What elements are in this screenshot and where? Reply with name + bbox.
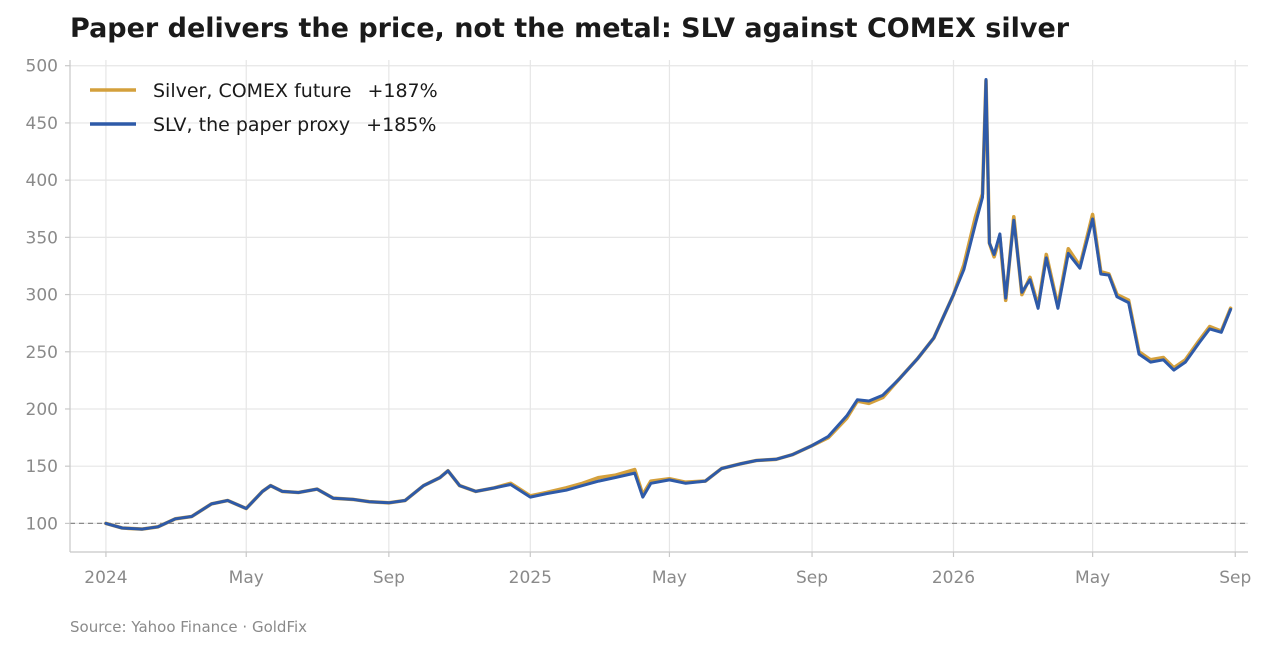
source-note: Source: Yahoo Finance · GoldFix xyxy=(70,618,307,636)
x-tick-label: 2024 xyxy=(84,568,127,588)
x-tick-label: 2025 xyxy=(509,568,552,588)
series-line-silver-comex xyxy=(104,78,1233,531)
legend: Silver, COMEX future +187% SLV, the paper … xyxy=(90,80,438,136)
x-tick-label: Sep xyxy=(373,568,405,588)
legend-series-name: SLV, the paper proxy xyxy=(153,114,350,136)
x-tick-label: May xyxy=(652,568,687,588)
y-tick-label: 250 xyxy=(26,343,58,363)
x-tick-label: May xyxy=(1075,568,1110,588)
legend-entry-label: SLV, the paper proxy +185% xyxy=(153,114,436,136)
legend-series-change: +185% xyxy=(366,114,436,136)
chart-title: Paper delivers the price, not the metal:… xyxy=(70,13,1070,44)
series-layer xyxy=(104,78,1233,531)
x-tick-label: 2026 xyxy=(932,568,975,588)
x-tick-label: May xyxy=(229,568,264,588)
y-tick-label: 450 xyxy=(26,114,58,134)
legend-series-name: Silver, COMEX future xyxy=(153,80,351,102)
series-line-slv xyxy=(104,78,1233,531)
y-tick-label: 400 xyxy=(26,171,58,191)
legend-entry-label: Silver, COMEX future +187% xyxy=(153,80,438,102)
y-tick-label: 300 xyxy=(26,286,58,306)
y-tick-label: 100 xyxy=(26,514,58,534)
axis-layer: 100 150 200 250 300 350 400 450 500 2024 May Sep 202… xyxy=(26,57,1252,588)
y-tick-label: 350 xyxy=(26,228,58,248)
x-tick-label: Sep xyxy=(796,568,828,588)
y-tick-label: 150 xyxy=(26,457,58,477)
y-tick-label: 200 xyxy=(26,400,58,420)
y-tick-label: 500 xyxy=(26,57,58,77)
x-tick-label: Sep xyxy=(1219,568,1251,588)
legend-series-change: +187% xyxy=(367,80,437,102)
grid-layer xyxy=(70,60,1248,552)
